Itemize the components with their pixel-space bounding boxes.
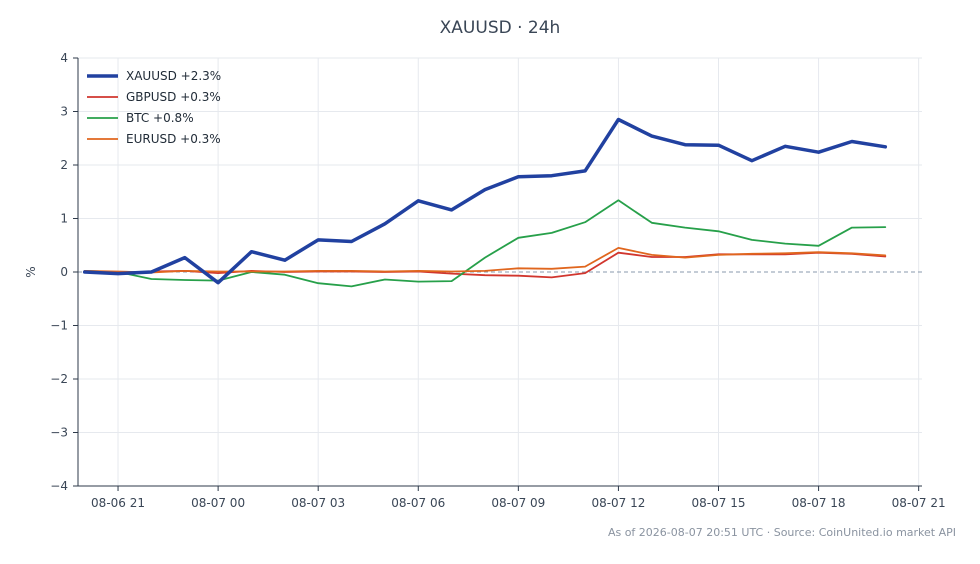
x-tick-label: 08-07 06 xyxy=(391,496,445,510)
series-line-3 xyxy=(83,246,887,274)
x-tick-label: 08-07 03 xyxy=(291,496,345,510)
legend-label: XAUUSD +2.3% xyxy=(126,69,221,83)
y-axis-label: % xyxy=(24,266,38,277)
series-line-0 xyxy=(82,117,888,285)
x-tick-label: 08-07 09 xyxy=(491,496,545,510)
series-lines xyxy=(82,117,888,288)
x-tick-label: 08-07 18 xyxy=(792,496,846,510)
legend-label: GBPUSD +0.3% xyxy=(126,90,221,104)
chart-title: XAUUSD · 24h xyxy=(439,18,561,38)
y-tick-label: −3 xyxy=(50,426,68,440)
legend-label: EURUSD +0.3% xyxy=(126,132,221,146)
legend: XAUUSD +2.3% GBPUSD +0.3% BTC +0.8% EURUSD … xyxy=(87,69,221,146)
y-tick-label: 1 xyxy=(60,212,68,226)
y-tick-label: 2 xyxy=(60,158,68,172)
x-tick-label: 08-07 21 xyxy=(892,496,946,510)
y-tick-label: 0 xyxy=(60,265,68,279)
x-tick-label: 08-06 21 xyxy=(91,496,145,510)
y-tick-label: −4 xyxy=(50,479,68,493)
y-tick-label: −2 xyxy=(50,372,68,386)
source-note: As of 2026-08-07 20:51 UTC · Source: Coi… xyxy=(607,526,956,539)
y-tick-label: 4 xyxy=(60,51,68,65)
y-tick-label: −1 xyxy=(50,319,68,333)
x-tick-label: 08-07 15 xyxy=(692,496,746,510)
legend-label: BTC +0.8% xyxy=(126,111,194,125)
x-tick-label: 08-07 00 xyxy=(191,496,245,510)
y-tick-label: 3 xyxy=(60,105,68,119)
axes: −4 −3 −2 −1 0 1 2 3 4 08-06 21 08-07 00 08-07 03 08-… xyxy=(24,51,946,510)
x-tick-label: 08-07 12 xyxy=(591,496,645,510)
